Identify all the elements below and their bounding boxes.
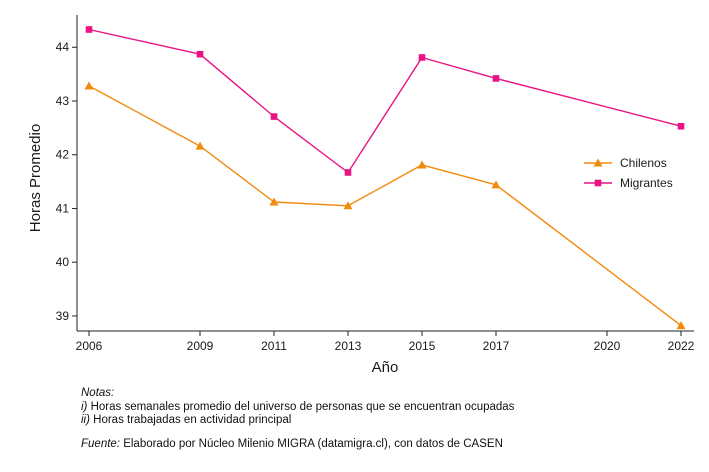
y-tick-label: 44	[56, 40, 70, 54]
series-migrantes	[85, 26, 685, 176]
line-chart: 39 40 41 42 43 44 2006 2009 2011 2013 2015 2017 202…	[27, 15, 695, 376]
x-tick-label: 2013	[335, 339, 362, 353]
source-note: Fuente: Elaborado por Núcleo Milenio MIG…	[81, 438, 514, 452]
x-tick-label: 2011	[261, 339, 287, 353]
data-point-chilenos	[417, 160, 427, 169]
legend-swatch-marker	[594, 179, 602, 187]
series-line-migrantes	[88, 28, 682, 174]
note-item-1-marker: i)	[81, 400, 88, 413]
x-tick-label: 2006	[76, 339, 103, 353]
plot-area: 39 40 41 42 43 44 2006 2009 2011 2013 2015 2017 202…	[56, 15, 695, 353]
note-item-2-marker: ii)	[81, 414, 90, 426]
y-axis-ticks: 39 40 41 42 43 44	[56, 40, 77, 323]
data-point-chilenos	[343, 201, 353, 210]
legend-label-chilenos: Chilenos	[620, 156, 667, 170]
series-line-chilenos	[88, 85, 682, 327]
note-item-2-text: Horas trabajadas en actividad principal	[89, 414, 292, 426]
data-point-chilenos	[676, 321, 686, 330]
y-tick-label: 42	[56, 148, 70, 162]
legend-swatch-marker	[593, 158, 603, 167]
x-axis-title: Año	[372, 359, 399, 376]
legend: Chilenos Migrantes	[584, 156, 673, 190]
note-item-1: i) Horas semanales promedio del universo…	[81, 401, 514, 415]
legend-item-migrantes: Migrantes	[584, 176, 673, 190]
data-point-chilenos	[269, 197, 279, 206]
data-point-migrantes	[677, 122, 685, 130]
source-label: Fuente:	[81, 437, 120, 450]
source-text: Elaborado por Núcleo Milenio MIGRA (data…	[120, 437, 503, 450]
data-point-migrantes	[344, 169, 352, 176]
x-tick-label: 2015	[409, 339, 436, 353]
y-axis-title: Horas Promedio	[27, 124, 44, 232]
data-point-chilenos	[195, 141, 205, 150]
notes-block: Notas: i) Horas semanales promedio del u…	[81, 387, 514, 451]
y-tick-label: 39	[56, 309, 70, 323]
y-tick-label: 41	[56, 201, 70, 215]
series-chilenos	[84, 81, 686, 330]
data-point-migrantes	[418, 54, 426, 61]
data-point-migrantes	[85, 26, 93, 33]
x-tick-label: 2022	[668, 339, 695, 353]
y-tick-label: 43	[56, 94, 70, 108]
y-tick-label: 40	[56, 255, 70, 269]
note-item-1-text: Horas semanales promedio del universo de…	[87, 400, 515, 413]
x-tick-label: 2017	[483, 339, 510, 353]
data-point-migrantes	[270, 113, 278, 120]
legend-item-chilenos: Chilenos	[584, 156, 667, 170]
legend-label-migrantes: Migrantes	[620, 176, 673, 190]
notes-heading: Notas:	[81, 387, 115, 399]
data-point-chilenos	[491, 180, 501, 189]
x-axis-ticks: 2006 2009 2011 2013 2015 2017 2020 2022	[76, 331, 695, 353]
data-point-migrantes	[492, 75, 500, 82]
x-tick-label: 2020	[594, 339, 621, 353]
series-layer	[84, 26, 686, 330]
note-item-2: ii) Horas trabajadas en actividad princi…	[81, 414, 514, 428]
data-point-chilenos	[84, 81, 94, 90]
x-tick-label: 2009	[187, 339, 214, 353]
data-point-migrantes	[196, 50, 204, 58]
